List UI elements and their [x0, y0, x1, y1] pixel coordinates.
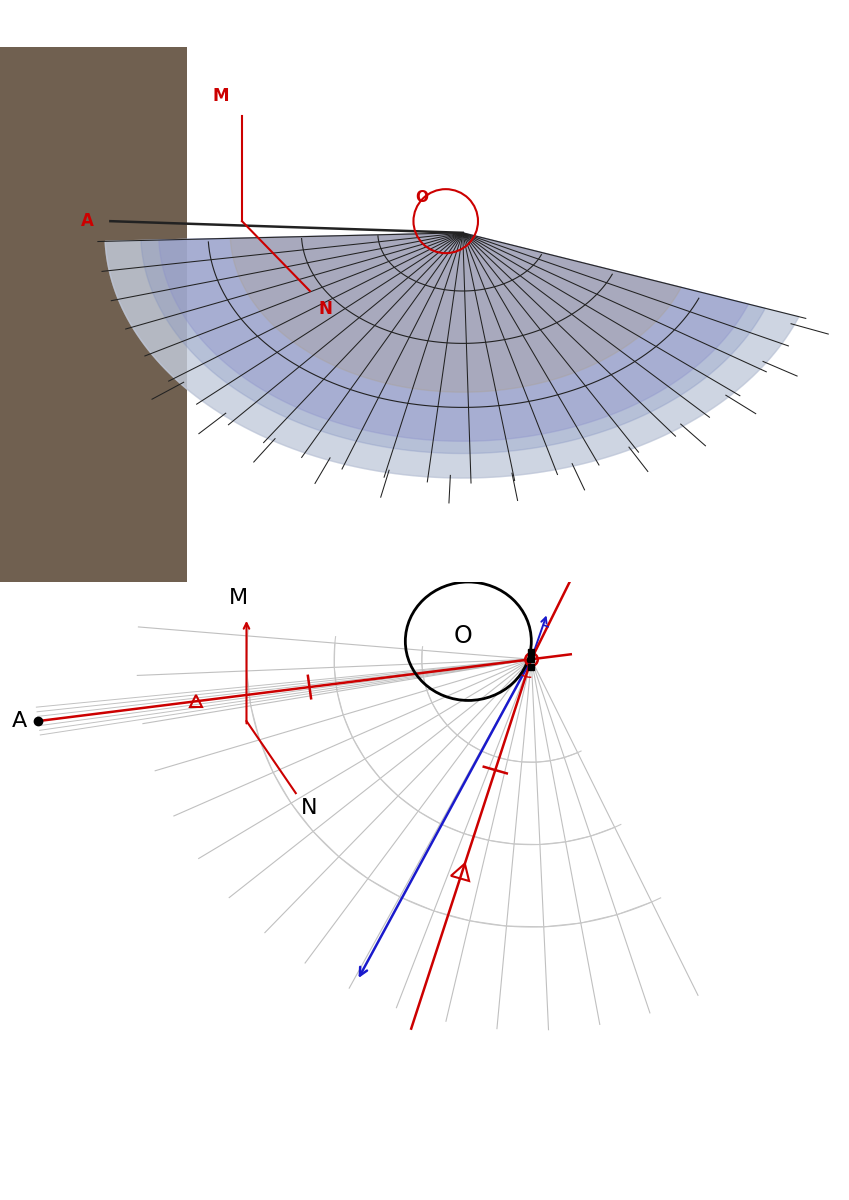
Text: M: M	[228, 588, 248, 607]
Text: M: M	[213, 86, 229, 104]
Polygon shape	[230, 233, 681, 392]
Polygon shape	[105, 233, 799, 478]
Text: A: A	[81, 212, 93, 230]
Text: O: O	[416, 191, 429, 205]
Polygon shape	[141, 233, 765, 454]
FancyBboxPatch shape	[0, 0, 849, 47]
Text: N: N	[318, 300, 332, 318]
Text: N: N	[301, 798, 318, 818]
FancyBboxPatch shape	[0, 0, 187, 582]
Text: A: A	[12, 712, 27, 731]
Polygon shape	[105, 233, 799, 478]
Text: O: O	[453, 624, 472, 648]
Polygon shape	[159, 233, 749, 442]
